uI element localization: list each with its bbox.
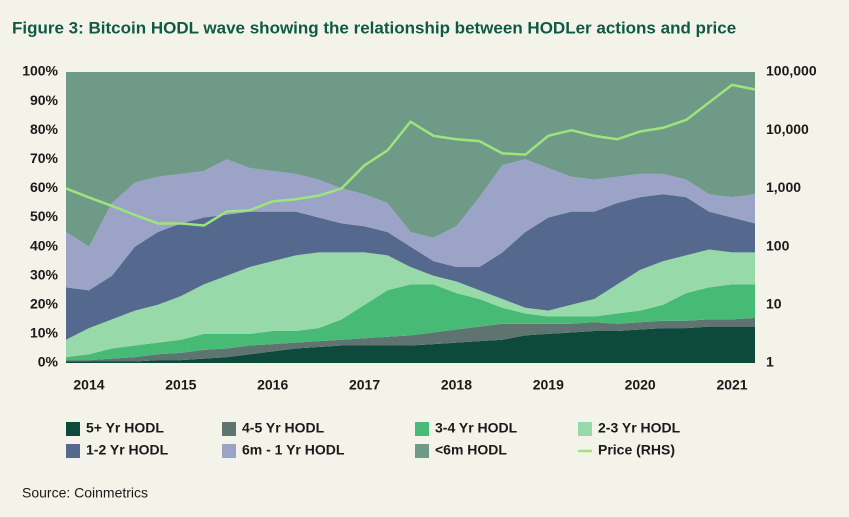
x-tick-label: 2015 [165,377,196,393]
legend-label: 3-4 Yr HODL [435,420,518,436]
y-tick-label: 30% [30,266,59,282]
legend-swatch [415,444,429,458]
legend-label: 4-5 Yr HODL [242,420,325,436]
y-tick-label: 20% [30,296,59,312]
area-layer [66,72,755,247]
y-tick-label: 80% [30,121,59,137]
legend-label: 6m - 1 Yr HODL [242,442,345,458]
y-tick-label: 60% [30,179,59,195]
y2-tick-label: 1,000 [766,179,801,195]
legend-swatch [415,422,429,436]
y-tick-label: 70% [30,150,59,166]
legend-label: <6m HODL [435,442,507,458]
legend-swatch [578,422,592,436]
legend-label: 2-3 Yr HODL [598,420,681,436]
x-tick-label: 2021 [716,377,747,393]
chart-title: Figure 3: Bitcoin HODL wave showing the … [12,18,736,37]
area-layer [66,159,755,291]
y-tick-label: 100% [22,63,58,79]
area-layer [66,317,755,362]
x-tick-label: 2019 [533,377,564,393]
y-tick-label: 40% [30,237,59,253]
area-layer [66,194,755,340]
legend-swatch [66,422,80,436]
legend-label: 1-2 Yr HODL [86,442,169,458]
area-layer [66,284,755,361]
x-tick-label: 2014 [73,377,104,393]
y2-tick-label: 1 [766,354,774,370]
price-line [65,83,756,227]
legend-swatch [222,444,236,458]
y-tick-label: 50% [30,208,59,224]
y2-tick-label: 100 [766,237,790,253]
legend-swatch [222,422,236,436]
y2-tick-label: 100,000 [766,63,817,79]
x-tick-label: 2016 [257,377,288,393]
y2-tick-label: 10,000 [766,121,809,137]
source-note: Source: Coinmetrics [22,485,148,501]
y-tick-label: 10% [30,325,59,341]
area-layer [66,249,755,358]
x-tick-label: 2018 [441,377,472,393]
y-tick-label: 90% [30,92,59,108]
y-tick-label: 0% [38,354,59,370]
legend-label: 5+ Yr HODL [86,420,164,436]
legend-swatch [66,444,80,458]
x-tick-label: 2020 [625,377,656,393]
area-layer [66,326,755,363]
x-tick-label: 2017 [349,377,380,393]
y2-tick-label: 10 [766,296,782,312]
legend-label: Price (RHS) [598,442,675,458]
